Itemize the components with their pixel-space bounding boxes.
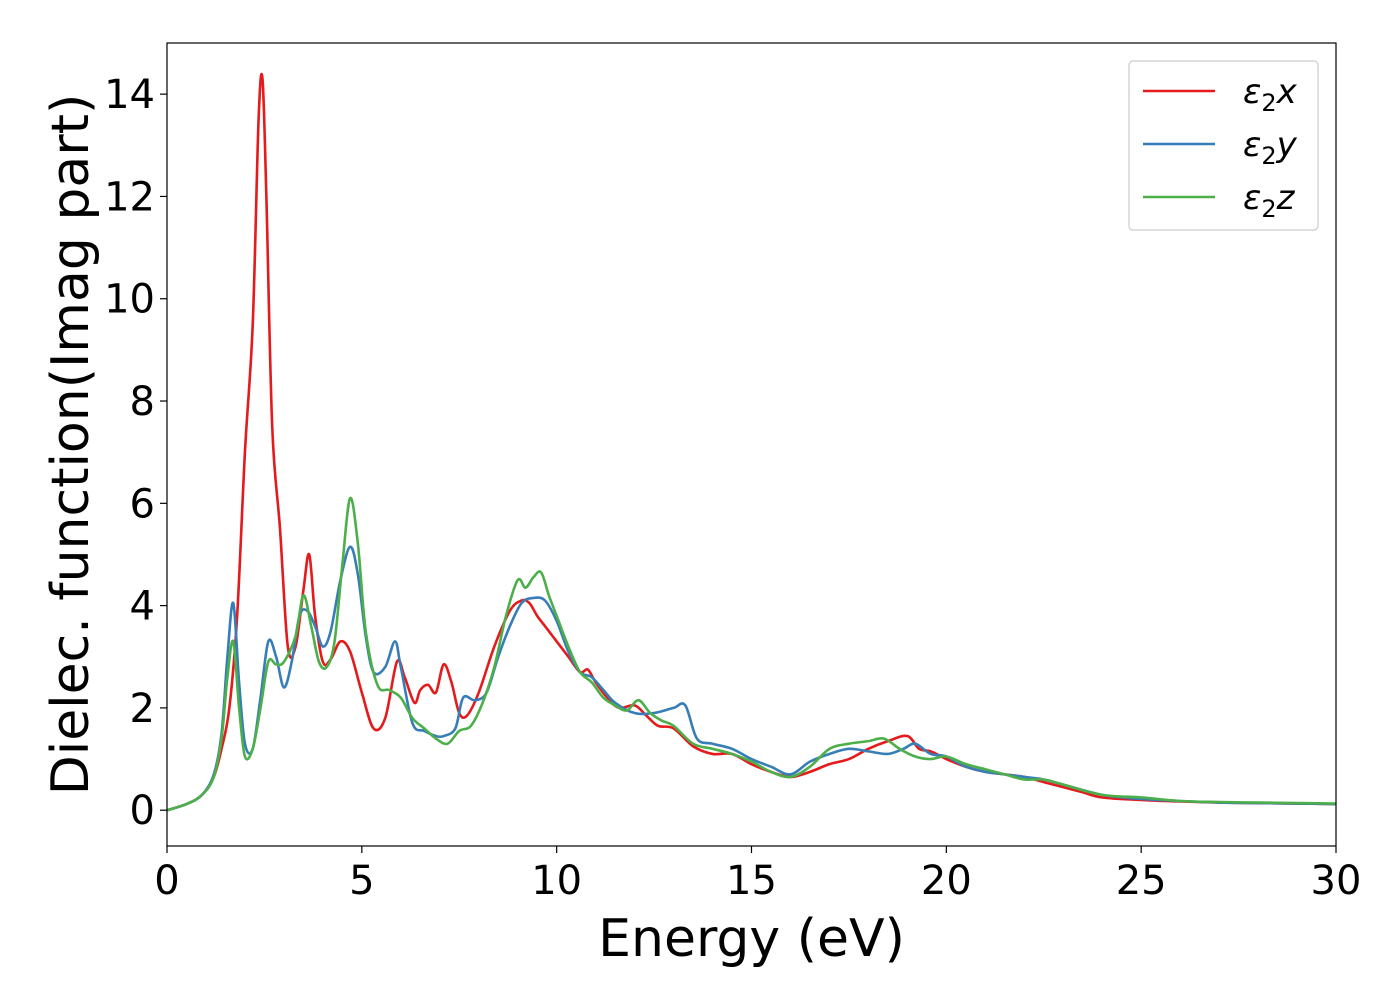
y-axis-label: Dielec. function(Imag part): [41, 94, 101, 796]
x-tick-label: 15: [726, 858, 777, 904]
y-tick-label: 2: [130, 686, 155, 732]
x-tick-label: 10: [531, 858, 582, 904]
legend: ε2x ε2y ε2z: [1128, 60, 1319, 231]
y-tick-label: 4: [130, 584, 155, 630]
legend-label-y: ε2y: [1243, 125, 1298, 170]
x-tick-label: 5: [349, 858, 374, 904]
x-axis-ticks: 0 5 10 15 20 25 30: [154, 846, 1361, 904]
y-axis-ticks: 0 2 4 6 8 10 12 14: [104, 72, 167, 834]
y-tick-label: 14: [104, 72, 155, 118]
legend-box: [1128, 60, 1319, 231]
x-tick-label: 0: [154, 858, 179, 904]
y-tick-label: 6: [130, 481, 155, 527]
y-tick-label: 0: [130, 788, 155, 834]
series-line-z: [167, 496, 1336, 812]
x-tick-label: 20: [921, 858, 972, 904]
x-tick-label: 30: [1311, 858, 1362, 904]
y-tick-label: 8: [130, 379, 155, 425]
legend-label-z: ε2z: [1243, 178, 1296, 223]
legend-label-x: ε2x: [1243, 72, 1298, 117]
series-layer: [167, 72, 1336, 812]
x-tick-label: 25: [1116, 858, 1167, 904]
y-tick-label: 10: [104, 277, 155, 323]
x-axis-label: Energy (eV): [598, 909, 905, 969]
y-tick-label: 12: [104, 174, 155, 220]
